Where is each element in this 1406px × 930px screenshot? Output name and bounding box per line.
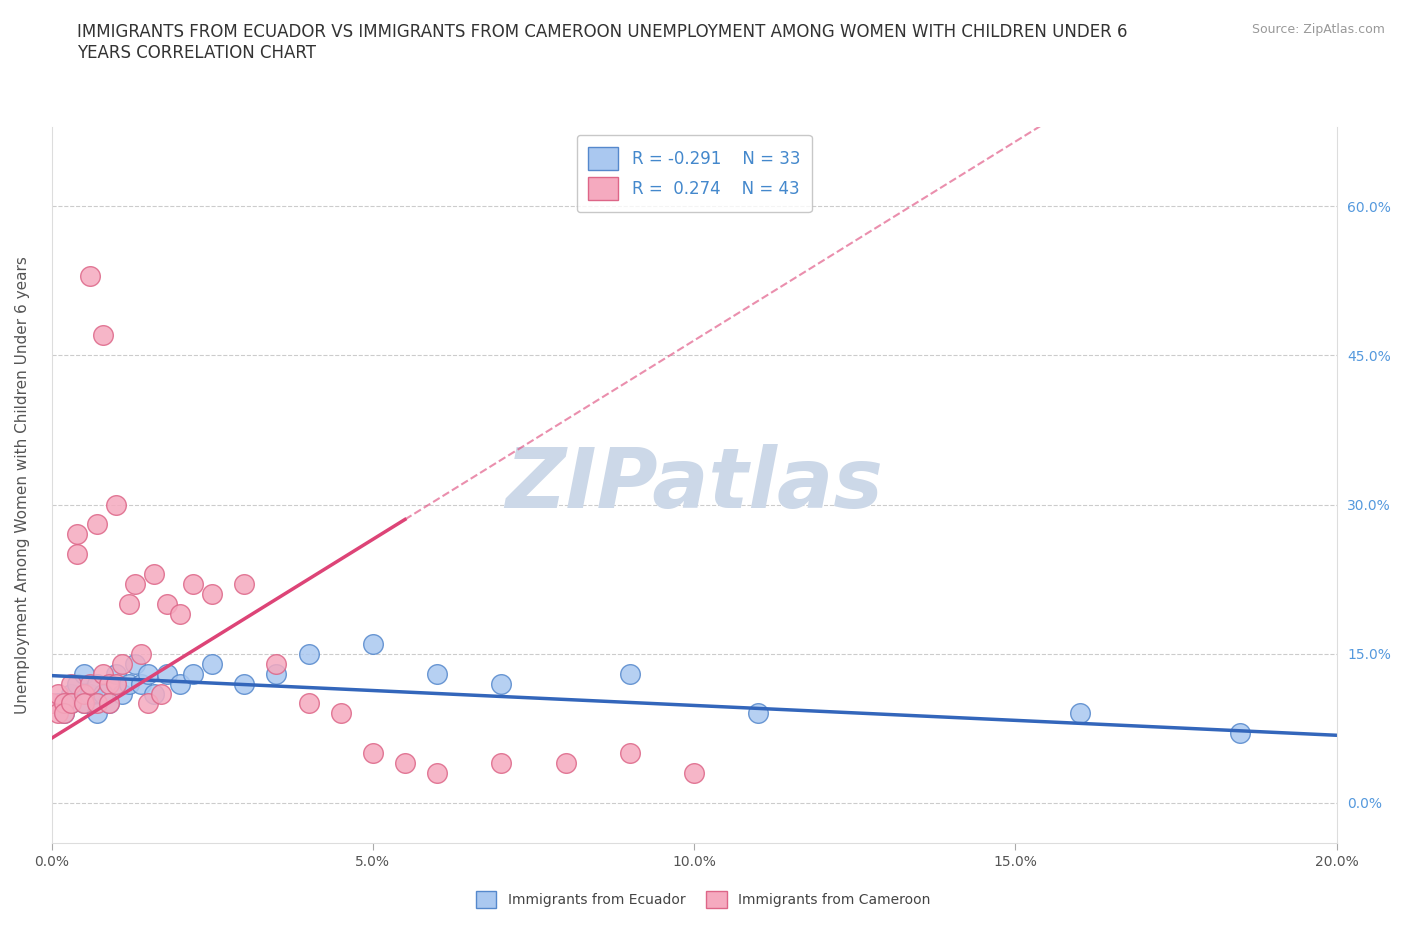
Point xyxy=(554,756,576,771)
Point xyxy=(156,596,179,611)
Point xyxy=(46,706,69,721)
Point xyxy=(66,676,89,691)
Point xyxy=(297,696,319,711)
Point xyxy=(59,696,82,711)
Point xyxy=(98,696,121,711)
Point xyxy=(59,686,82,701)
Point xyxy=(136,696,159,711)
Point xyxy=(86,517,108,532)
Point xyxy=(361,746,384,761)
Point xyxy=(181,666,204,681)
Point xyxy=(233,577,256,591)
Point xyxy=(91,328,114,343)
Point xyxy=(59,676,82,691)
Point xyxy=(66,527,89,542)
Point xyxy=(156,666,179,681)
Point xyxy=(619,746,641,761)
Point xyxy=(619,666,641,681)
Point xyxy=(297,646,319,661)
Point xyxy=(86,706,108,721)
Point xyxy=(143,566,166,581)
Point xyxy=(491,756,513,771)
Point xyxy=(747,706,769,721)
Point xyxy=(41,696,63,711)
Point xyxy=(73,696,96,711)
Text: Source: ZipAtlas.com: Source: ZipAtlas.com xyxy=(1251,23,1385,36)
Point xyxy=(124,657,146,671)
Point xyxy=(124,577,146,591)
Point xyxy=(266,657,288,671)
Point xyxy=(201,657,224,671)
Y-axis label: Unemployment Among Women with Children Under 6 years: Unemployment Among Women with Children U… xyxy=(15,256,30,713)
Point xyxy=(233,676,256,691)
Point xyxy=(426,765,449,780)
Point xyxy=(329,706,352,721)
Text: IMMIGRANTS FROM ECUADOR VS IMMIGRANTS FROM CAMEROON UNEMPLOYMENT AMONG WOMEN WIT: IMMIGRANTS FROM ECUADOR VS IMMIGRANTS FR… xyxy=(77,23,1128,62)
Point xyxy=(98,696,121,711)
Point xyxy=(46,696,69,711)
Point xyxy=(53,706,76,721)
Point xyxy=(169,676,191,691)
Point xyxy=(73,686,96,701)
Point xyxy=(169,606,191,621)
Point xyxy=(53,706,76,721)
Point xyxy=(111,657,134,671)
Point xyxy=(104,676,127,691)
Legend: Immigrants from Ecuador, Immigrants from Cameroon: Immigrants from Ecuador, Immigrants from… xyxy=(470,885,936,914)
Point xyxy=(117,676,139,691)
Point xyxy=(91,666,114,681)
Point xyxy=(86,696,108,711)
Point xyxy=(266,666,288,681)
Point xyxy=(117,596,139,611)
Point xyxy=(1229,725,1251,740)
Point xyxy=(361,636,384,651)
Point xyxy=(86,676,108,691)
Point xyxy=(201,587,224,602)
Point xyxy=(149,686,172,701)
Point xyxy=(131,646,153,661)
Point xyxy=(131,676,153,691)
Point xyxy=(73,666,96,681)
Point xyxy=(491,676,513,691)
Point xyxy=(46,686,69,701)
Point xyxy=(426,666,449,681)
Point xyxy=(143,686,166,701)
Point xyxy=(111,686,134,701)
Point xyxy=(53,696,76,711)
Point xyxy=(104,666,127,681)
Point xyxy=(79,269,101,284)
Point xyxy=(136,666,159,681)
Point xyxy=(1069,706,1091,721)
Point xyxy=(79,676,101,691)
Legend: R = -0.291    N = 33, R =  0.274    N = 43: R = -0.291 N = 33, R = 0.274 N = 43 xyxy=(576,135,811,212)
Point xyxy=(104,498,127,512)
Point xyxy=(394,756,416,771)
Point xyxy=(73,696,96,711)
Point xyxy=(79,686,101,701)
Text: ZIPatlas: ZIPatlas xyxy=(505,445,883,525)
Point xyxy=(181,577,204,591)
Point xyxy=(98,676,121,691)
Point xyxy=(91,686,114,701)
Point xyxy=(59,696,82,711)
Point xyxy=(683,765,706,780)
Point xyxy=(66,547,89,562)
